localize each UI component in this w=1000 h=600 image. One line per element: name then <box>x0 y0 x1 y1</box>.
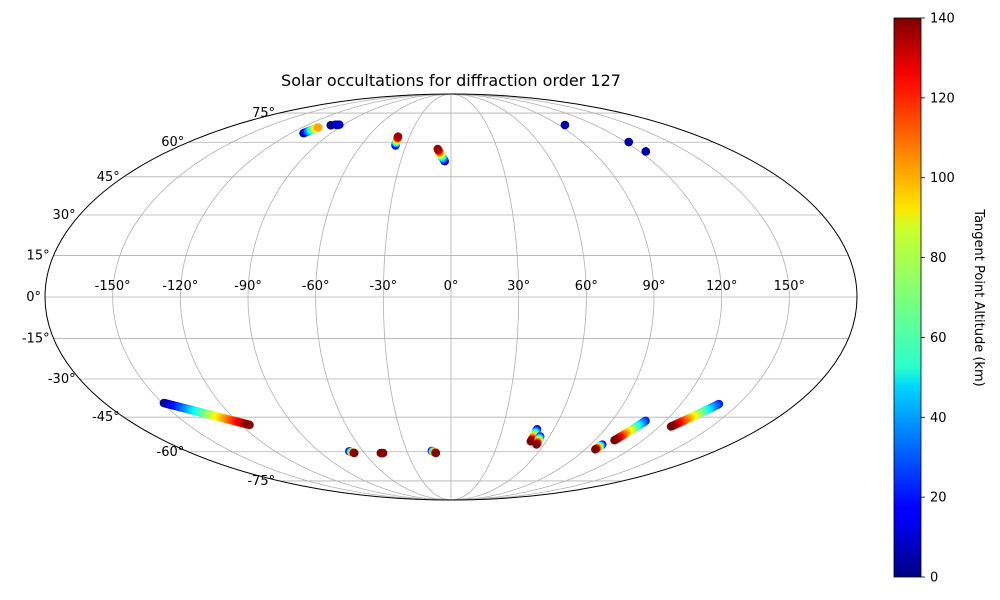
occultation-point <box>433 144 442 154</box>
lon-tick-label: 120° <box>706 279 737 294</box>
graticule <box>45 94 857 500</box>
lon-tick-label: -30° <box>369 279 397 294</box>
occultation-point <box>314 123 323 132</box>
lon-tick-label: 60° <box>575 279 598 294</box>
occultation-point <box>335 120 344 129</box>
occultation-point <box>379 448 388 458</box>
lat-tick-label: 75° <box>252 106 275 121</box>
colorbar-tick-label: 80 <box>930 251 947 266</box>
occultation-point <box>393 132 403 141</box>
map-outline <box>44 93 858 501</box>
colorbar-tick-label: 120 <box>930 91 955 106</box>
colorbar-ticks: 0 20 40 60 80 100 120 140 <box>921 12 955 586</box>
lat-tick-label: 60° <box>161 135 184 150</box>
lon-tick-label: -150° <box>95 279 131 294</box>
occultation-point <box>532 440 541 449</box>
occultation-point <box>591 445 600 454</box>
colorbar-tick-label: 60 <box>930 331 947 346</box>
colorbar-tick-label: 140 <box>930 12 955 27</box>
occultation-point <box>641 147 651 156</box>
lon-tick-label: 30° <box>507 279 530 294</box>
lat-tick-label: 15° <box>27 248 50 263</box>
occultation-point <box>624 137 633 147</box>
lat-tick-label: -45° <box>92 410 120 425</box>
longitude-tick-labels: -150° -120° -90° -60° -30° 0° 30° 60° 90° 120° 150… <box>95 279 805 294</box>
occultation-point <box>350 448 359 458</box>
occultation-point <box>245 420 254 430</box>
occultation-point <box>560 120 570 130</box>
colorbar: 0 20 40 60 80 100 120 140 Tangent Point Altitud… <box>893 12 986 586</box>
latitude-tick-labels: 75° 60° 45° 30° 15° 0° -15° -30° -45° -60° -75° <box>22 106 275 489</box>
colorbar-label: Tangent Point Altitude (km) <box>971 208 986 386</box>
chart-title: Solar occultations for diffraction order… <box>281 71 621 90</box>
colorbar-gradient <box>893 17 922 578</box>
lat-tick-label: 30° <box>53 208 76 223</box>
lon-tick-label: 90° <box>642 279 665 294</box>
colorbar-tick-label: 100 <box>930 171 955 186</box>
lon-tick-label: 0° <box>444 279 459 294</box>
occultation-points <box>159 120 724 458</box>
lon-tick-label: -120° <box>162 279 198 294</box>
lat-tick-label: -30° <box>48 372 76 387</box>
colorbar-tick-label: 40 <box>930 411 947 426</box>
lat-tick-label: -15° <box>22 332 50 347</box>
occultation-point <box>610 436 619 445</box>
lon-tick-label: 150° <box>774 279 805 294</box>
occultation-point <box>431 448 441 458</box>
lon-tick-label: -60° <box>302 279 330 294</box>
lat-tick-label: -60° <box>157 445 185 460</box>
colorbar-tick-label: 0 <box>930 571 938 586</box>
colorbar-tick-label: 20 <box>930 491 947 506</box>
occultation-point <box>666 422 676 431</box>
lon-tick-label: -90° <box>234 279 262 294</box>
lat-tick-label: 45° <box>97 170 120 185</box>
lat-tick-label: -75° <box>247 474 275 489</box>
lat-tick-label: 0° <box>26 290 41 305</box>
